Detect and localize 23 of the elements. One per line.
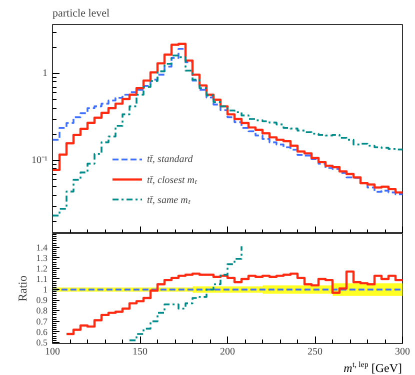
y-axis-title: Ratio xyxy=(15,276,30,302)
y-tick-label: 1 xyxy=(42,68,48,80)
y-tick-label: 1.4 xyxy=(36,242,48,252)
x-axis-title: m$^{t, lep}$ [GeV] xyxy=(344,359,402,375)
y-tick-label: 0.5 xyxy=(36,337,48,348)
legend-label: tt̄, closest mₜ xyxy=(147,174,196,186)
y-tick-label: 1.1 xyxy=(36,274,48,284)
legend-label: tt̄, standard xyxy=(147,154,193,164)
y-tick-label: 0.8 xyxy=(36,306,48,316)
x-tick-label: 200 xyxy=(220,346,235,358)
x-tick-label: 100 xyxy=(45,346,60,358)
y-tick-label: 1 xyxy=(43,284,48,295)
y-tick-label: 1.2 xyxy=(36,263,48,274)
x-tick-label: 300 xyxy=(395,346,410,358)
y-tick-label: 0.6 xyxy=(36,326,48,337)
y-tick-label: 10⁻¹ xyxy=(32,155,48,166)
chart-title: particle level xyxy=(52,8,110,20)
x-tick-label: 150 xyxy=(132,346,148,358)
x-tick-label: 250 xyxy=(308,346,322,358)
legend-label: tt̄, same mₜ xyxy=(147,194,190,206)
y-tick-label: 0.9 xyxy=(36,295,48,306)
y-tick-label: 1.3 xyxy=(36,252,48,263)
y-tick-label: 0.7 xyxy=(36,316,48,326)
